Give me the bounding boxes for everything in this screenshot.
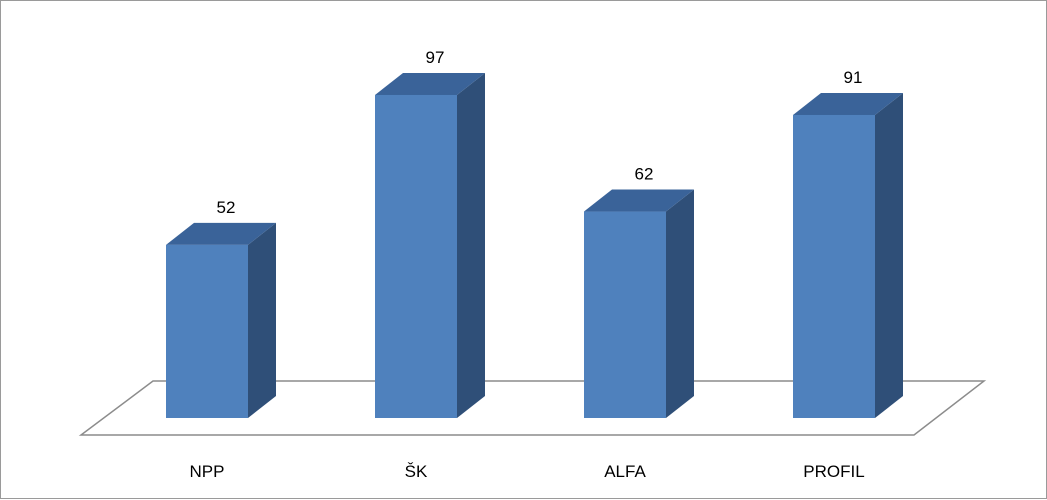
bar-front-face — [584, 212, 666, 418]
value-label: 62 — [635, 165, 654, 184]
bar-profil — [793, 93, 903, 418]
bar-alfa — [584, 190, 694, 418]
bars-layer — [166, 73, 903, 418]
bar-front-face — [166, 245, 248, 418]
value-label: 91 — [844, 68, 863, 87]
value-label: 52 — [217, 198, 236, 217]
value-label: 97 — [426, 48, 445, 67]
category-label: PROFIL — [803, 462, 864, 481]
bar-side-face — [666, 190, 694, 418]
bar-side-face — [457, 73, 485, 418]
category-label: ŠK — [405, 462, 428, 481]
bar-šk — [375, 73, 485, 418]
bar-front-face — [375, 95, 457, 418]
category-label: ALFA — [604, 462, 646, 481]
bar-front-face — [793, 115, 875, 418]
bar-npp — [166, 223, 276, 418]
bar-side-face — [875, 93, 903, 418]
bar-side-face — [248, 223, 276, 418]
category-label: NPP — [190, 462, 225, 481]
